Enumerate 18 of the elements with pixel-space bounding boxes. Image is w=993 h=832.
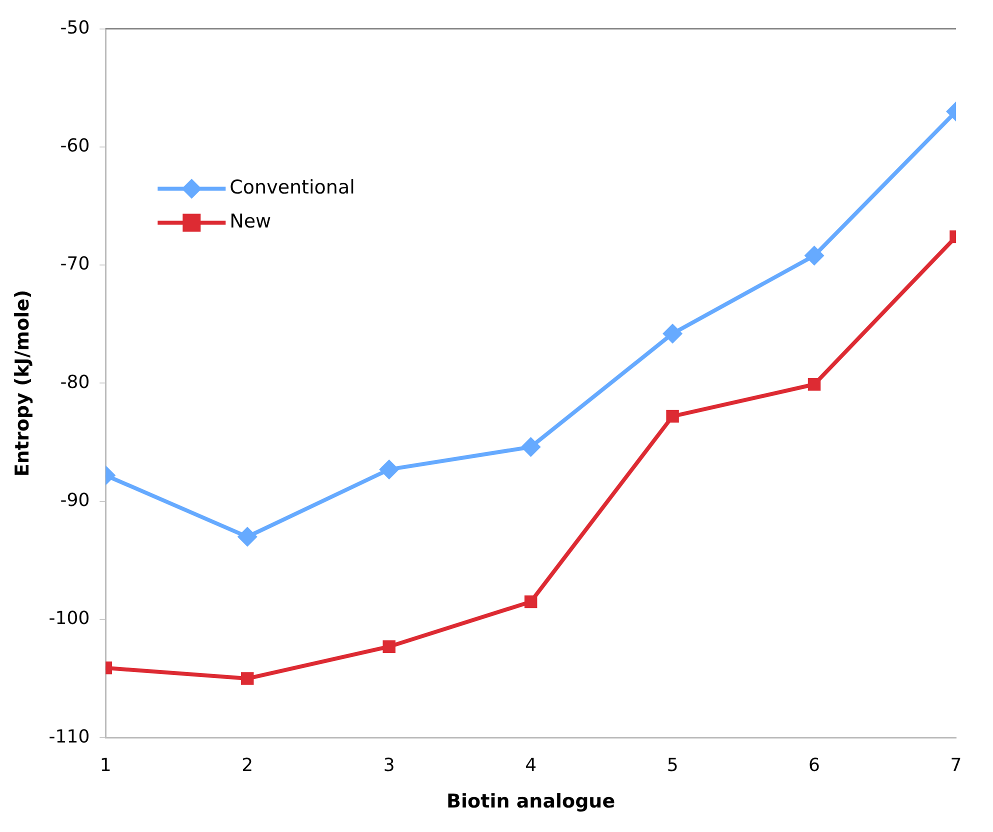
y-tick-label: -110	[48, 726, 90, 748]
x-tick-label: 4	[525, 755, 537, 776]
y-tick-label: -70	[60, 254, 90, 275]
x-tick-label: 3	[383, 755, 395, 776]
x-tick-label: 5	[666, 755, 678, 776]
legend-label: Conventional	[230, 176, 355, 199]
y-tick-label: -100	[48, 608, 90, 630]
y-tick-label: -90	[60, 490, 90, 512]
y-axis-title: Entropy (kJ/mole)	[11, 290, 34, 477]
x-tick-label: 1	[100, 755, 112, 776]
legend-label: New	[230, 210, 272, 233]
y-tick-label: -80	[60, 372, 90, 393]
y-tick-label: -50	[60, 17, 90, 38]
x-axis-title: Biotin analogue	[446, 790, 616, 813]
y-tick-label: -60	[60, 136, 90, 157]
x-tick-label: 6	[808, 755, 820, 776]
x-tick-label: 7	[950, 755, 962, 776]
x-tick-label: 2	[242, 755, 254, 776]
